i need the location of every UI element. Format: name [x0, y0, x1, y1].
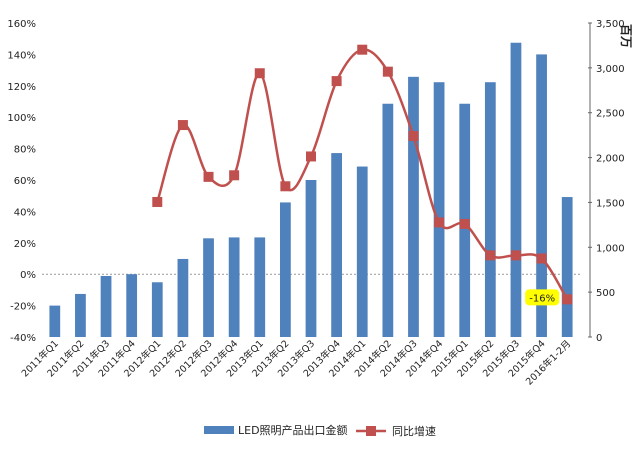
legend-bar-label: LED照明产品出口金额 — [238, 423, 348, 437]
bar — [382, 103, 394, 337]
left-axis-ticks: -40% -20% 0% 20% 40% 60% 80% 100% 120% 140% 160% — [7, 19, 36, 344]
legend-line-label: 同比增速 — [392, 424, 436, 438]
line-marker — [280, 181, 291, 192]
left-tick-label: 0% — [20, 270, 36, 281]
bar — [433, 82, 445, 337]
right-axis-ticks: 0 500 1,000 1,500 2,000 2,500 3,000 3,500 — [588, 19, 625, 344]
right-tick-label: 2,500 — [596, 109, 625, 120]
left-tick-label: 20% — [14, 239, 36, 250]
line-marker — [536, 253, 547, 264]
callout-box — [525, 289, 560, 306]
bar — [484, 82, 496, 337]
line-marker — [382, 66, 393, 77]
legend-line-marker — [366, 426, 376, 436]
line-marker — [152, 196, 163, 207]
left-tick-label: -20% — [10, 302, 36, 313]
bar — [280, 202, 291, 337]
line-marker — [331, 76, 342, 87]
right-tick-label: 1,000 — [596, 243, 625, 254]
right-tick-label: 500 — [596, 288, 615, 299]
right-tick-label: 0 — [596, 333, 602, 344]
left-tick-label: 100% — [7, 113, 36, 124]
line-marker — [408, 131, 419, 142]
bar — [356, 166, 368, 337]
line-marker — [357, 44, 368, 55]
right-tick-label: 2,000 — [596, 154, 625, 165]
left-tick-label: 60% — [14, 176, 36, 187]
right-tick-label: 3,000 — [596, 64, 625, 75]
left-tick-label: 160% — [7, 19, 36, 30]
left-tick-label: -40% — [10, 333, 36, 344]
bar — [561, 197, 573, 337]
callout-label: -16% — [529, 293, 555, 304]
bar — [151, 282, 163, 337]
bar — [126, 274, 138, 337]
bar — [203, 238, 214, 337]
line-marker — [485, 250, 496, 261]
line-marker — [510, 250, 521, 261]
legend: LED照明产品出口金额 同比增速 — [204, 423, 436, 438]
line-marker — [306, 151, 316, 162]
bar — [75, 293, 86, 337]
right-tick-label: 1,500 — [596, 198, 625, 209]
line-marker — [562, 294, 573, 305]
bar — [49, 305, 61, 337]
bar — [228, 237, 240, 337]
category-labels: 2011年Q12011年Q22011年Q32011年Q42012年Q12012年… — [19, 338, 573, 388]
line-marker — [177, 120, 188, 131]
line-marker — [434, 217, 445, 228]
right-axis-title: 百万 — [619, 24, 633, 48]
bar — [510, 42, 522, 337]
bar — [100, 275, 112, 337]
right-tick-label: 3,500 — [596, 19, 625, 30]
callout: -16% — [525, 289, 560, 306]
bar-series — [49, 42, 573, 338]
line-marker — [459, 218, 470, 229]
left-tick-label: 120% — [7, 82, 36, 93]
bar — [254, 237, 266, 337]
line-marker — [254, 68, 265, 79]
line-marker — [229, 170, 240, 181]
left-tick-label: 140% — [7, 50, 36, 61]
bar — [408, 76, 419, 337]
legend-bar-swatch — [204, 426, 234, 434]
bar — [305, 180, 317, 337]
bar — [177, 258, 189, 337]
left-tick-label: 40% — [14, 207, 36, 218]
left-tick-label: 80% — [14, 145, 36, 156]
bar — [536, 54, 547, 338]
line-marker — [203, 171, 214, 182]
line-series — [152, 44, 573, 305]
bar — [331, 153, 342, 337]
